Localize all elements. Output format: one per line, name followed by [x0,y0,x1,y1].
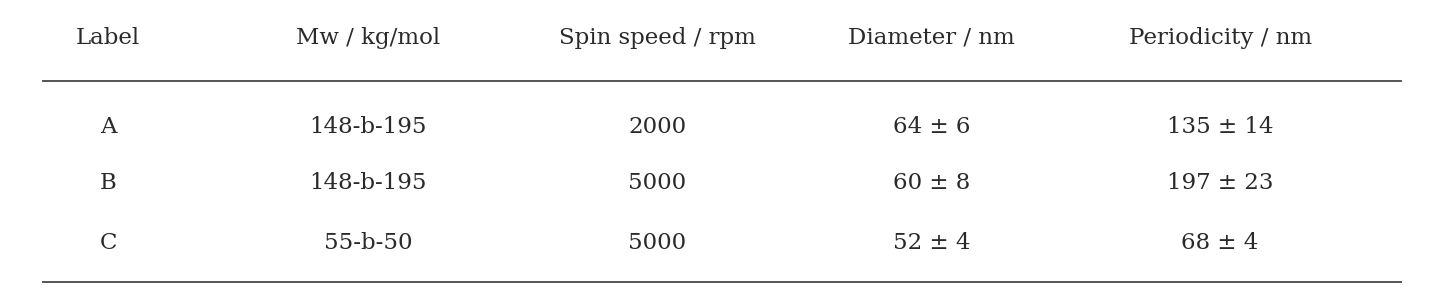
Text: 5000: 5000 [628,172,686,194]
Text: Label: Label [77,27,140,49]
Text: 148-b-195: 148-b-195 [309,172,427,194]
Text: 64 ± 6: 64 ± 6 [892,116,970,138]
Text: 60 ± 8: 60 ± 8 [892,172,970,194]
Text: 55-b-50: 55-b-50 [323,232,413,254]
Text: Diameter / nm: Diameter / nm [848,27,1015,49]
Text: 68 ± 4: 68 ± 4 [1181,232,1259,254]
Text: 148-b-195: 148-b-195 [309,116,427,138]
Text: Mw / kg/mol: Mw / kg/mol [296,27,440,49]
Text: A: A [100,116,117,138]
Text: Spin speed / rpm: Spin speed / rpm [559,27,755,49]
Text: 2000: 2000 [628,116,686,138]
Text: 197 ± 23: 197 ± 23 [1167,172,1274,194]
Text: 5000: 5000 [628,232,686,254]
Text: B: B [100,172,117,194]
Text: 135 ± 14: 135 ± 14 [1167,116,1274,138]
Text: 52 ± 4: 52 ± 4 [892,232,970,254]
Text: Periodicity / nm: Periodicity / nm [1129,27,1311,49]
Text: C: C [100,232,117,254]
